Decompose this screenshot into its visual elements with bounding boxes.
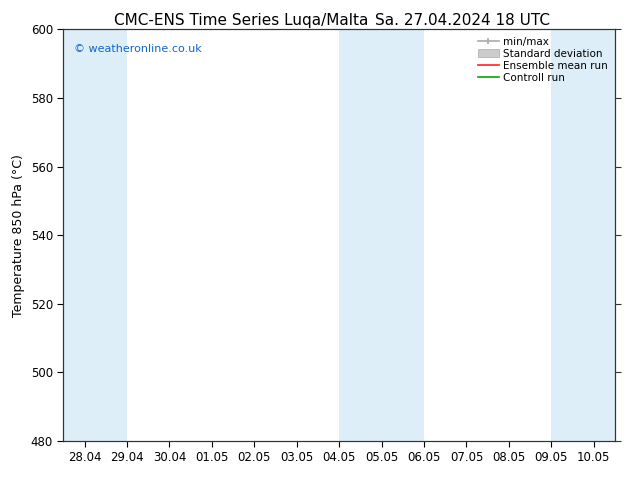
- Legend: min/max, Standard deviation, Ensemble mean run, Controll run: min/max, Standard deviation, Ensemble me…: [476, 35, 610, 85]
- Bar: [552, 29, 615, 441]
- Text: CMC-ENS Time Series Luqa/Malta: CMC-ENS Time Series Luqa/Malta: [113, 13, 368, 28]
- Bar: [339, 29, 424, 441]
- Text: © weatheronline.co.uk: © weatheronline.co.uk: [74, 44, 202, 54]
- Y-axis label: Temperature 850 hPa (°C): Temperature 850 hPa (°C): [12, 154, 25, 317]
- Text: Sa. 27.04.2024 18 UTC: Sa. 27.04.2024 18 UTC: [375, 13, 550, 28]
- Bar: [63, 29, 127, 441]
